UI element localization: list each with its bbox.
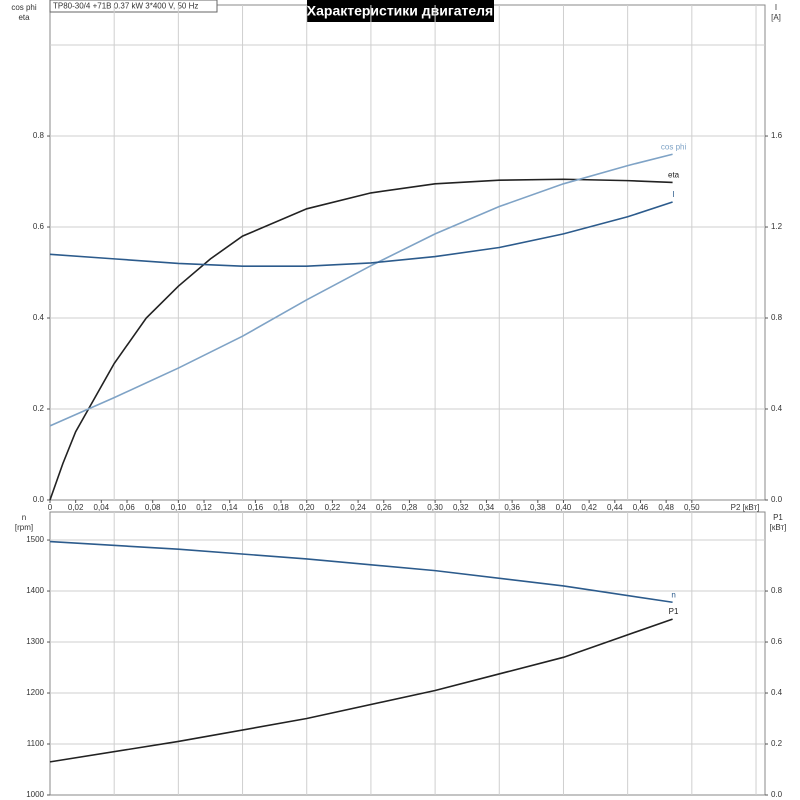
y-tick-label: 1000	[26, 790, 44, 799]
series-label: cos phi	[661, 142, 687, 151]
y2-tick-label: 0.8	[771, 586, 783, 595]
x-tick-label: 0,12	[196, 503, 212, 512]
x-tick-label: 0,26	[376, 503, 392, 512]
x-tick-label: 0,02	[68, 503, 84, 512]
y2-tick-label: 0.4	[771, 404, 783, 413]
x-tick-label: 0,24	[350, 503, 366, 512]
x-tick-label: 0,14	[222, 503, 238, 512]
y2-tick-label: 0.6	[771, 637, 783, 646]
series-label: P1	[669, 607, 679, 616]
x-tick-label: 0,08	[145, 503, 161, 512]
y-axis-title: eta	[18, 13, 30, 22]
x-tick-label: 0,06	[119, 503, 135, 512]
series-line	[49, 618, 673, 763]
y-tick-label: 1100	[27, 739, 45, 748]
chart-title: Характеристики двигателя	[307, 3, 493, 19]
y-tick-label: 0.8	[33, 131, 45, 140]
y2-tick-label: 0.0	[771, 495, 783, 504]
x-tick-label: 0,16	[248, 503, 264, 512]
x-tick-label: 0,38	[530, 503, 546, 512]
y-tick-label: 1400	[26, 586, 44, 595]
x-tick-label: 0,36	[504, 503, 520, 512]
x-tick-label: 0,32	[453, 503, 469, 512]
x-tick-label: 0,04	[94, 503, 110, 512]
y2-tick-label: 0.2	[771, 739, 783, 748]
y2-tick-label: 0.0	[771, 790, 783, 799]
y-tick-label: 0.0	[33, 495, 45, 504]
plot-frame	[49, 511, 766, 796]
x-tick-label: 0,46	[633, 503, 649, 512]
y-axis-title: cos phi	[11, 3, 37, 12]
x-tick-label: 0,48	[658, 503, 674, 512]
series-line	[49, 178, 673, 501]
header-box	[49, 0, 218, 13]
x-tick-label: 0,22	[325, 503, 341, 512]
y2-axis-title: P1	[773, 513, 783, 522]
x-tick-label: 0,40	[556, 503, 572, 512]
series-line	[49, 153, 673, 427]
x-tick-label: 0,20	[299, 503, 315, 512]
x-tick-label: 0,44	[607, 503, 623, 512]
y-tick-label: 0.4	[33, 313, 45, 322]
y-tick-label: 1300	[26, 637, 44, 646]
x-tick-label: 0,50	[684, 503, 700, 512]
y2-tick-label: 0.8	[771, 313, 783, 322]
series-line	[49, 540, 673, 604]
x-axis-title: P2 [кВт]	[731, 503, 760, 512]
y-axis-title: [rpm]	[15, 523, 33, 532]
series-line	[49, 201, 673, 267]
title-box	[307, 0, 494, 22]
y2-tick-label: 0.4	[771, 688, 783, 697]
x-tick-label: 0,10	[171, 503, 187, 512]
y2-axis-title: I	[775, 3, 777, 12]
subtitle: TP80-30/4 +71B 0.37 kW 3*400 V, 50 Hz	[53, 2, 198, 11]
x-tick-label: 0,34	[479, 503, 495, 512]
x-tick-label: 0,18	[273, 503, 289, 512]
x-tick-label: 0,28	[402, 503, 418, 512]
x-tick-label: 0,30	[427, 503, 443, 512]
y2-axis-title: [A]	[771, 13, 781, 22]
series-label: I	[672, 190, 674, 199]
y-tick-label: 0.6	[33, 222, 45, 231]
x-tick-label: 0,42	[581, 503, 597, 512]
series-label: n	[671, 590, 675, 599]
x-tick-label: 0	[48, 503, 53, 512]
y2-tick-label: 1.2	[771, 222, 783, 231]
y-tick-label: 0.2	[33, 404, 45, 413]
y-tick-label: 1500	[26, 535, 44, 544]
y2-axis-title: [кВт]	[770, 523, 787, 532]
y-axis-title: n	[22, 513, 26, 522]
y-tick-label: 1200	[26, 688, 44, 697]
series-label: eta	[668, 171, 680, 180]
y2-tick-label: 1.6	[771, 131, 783, 140]
